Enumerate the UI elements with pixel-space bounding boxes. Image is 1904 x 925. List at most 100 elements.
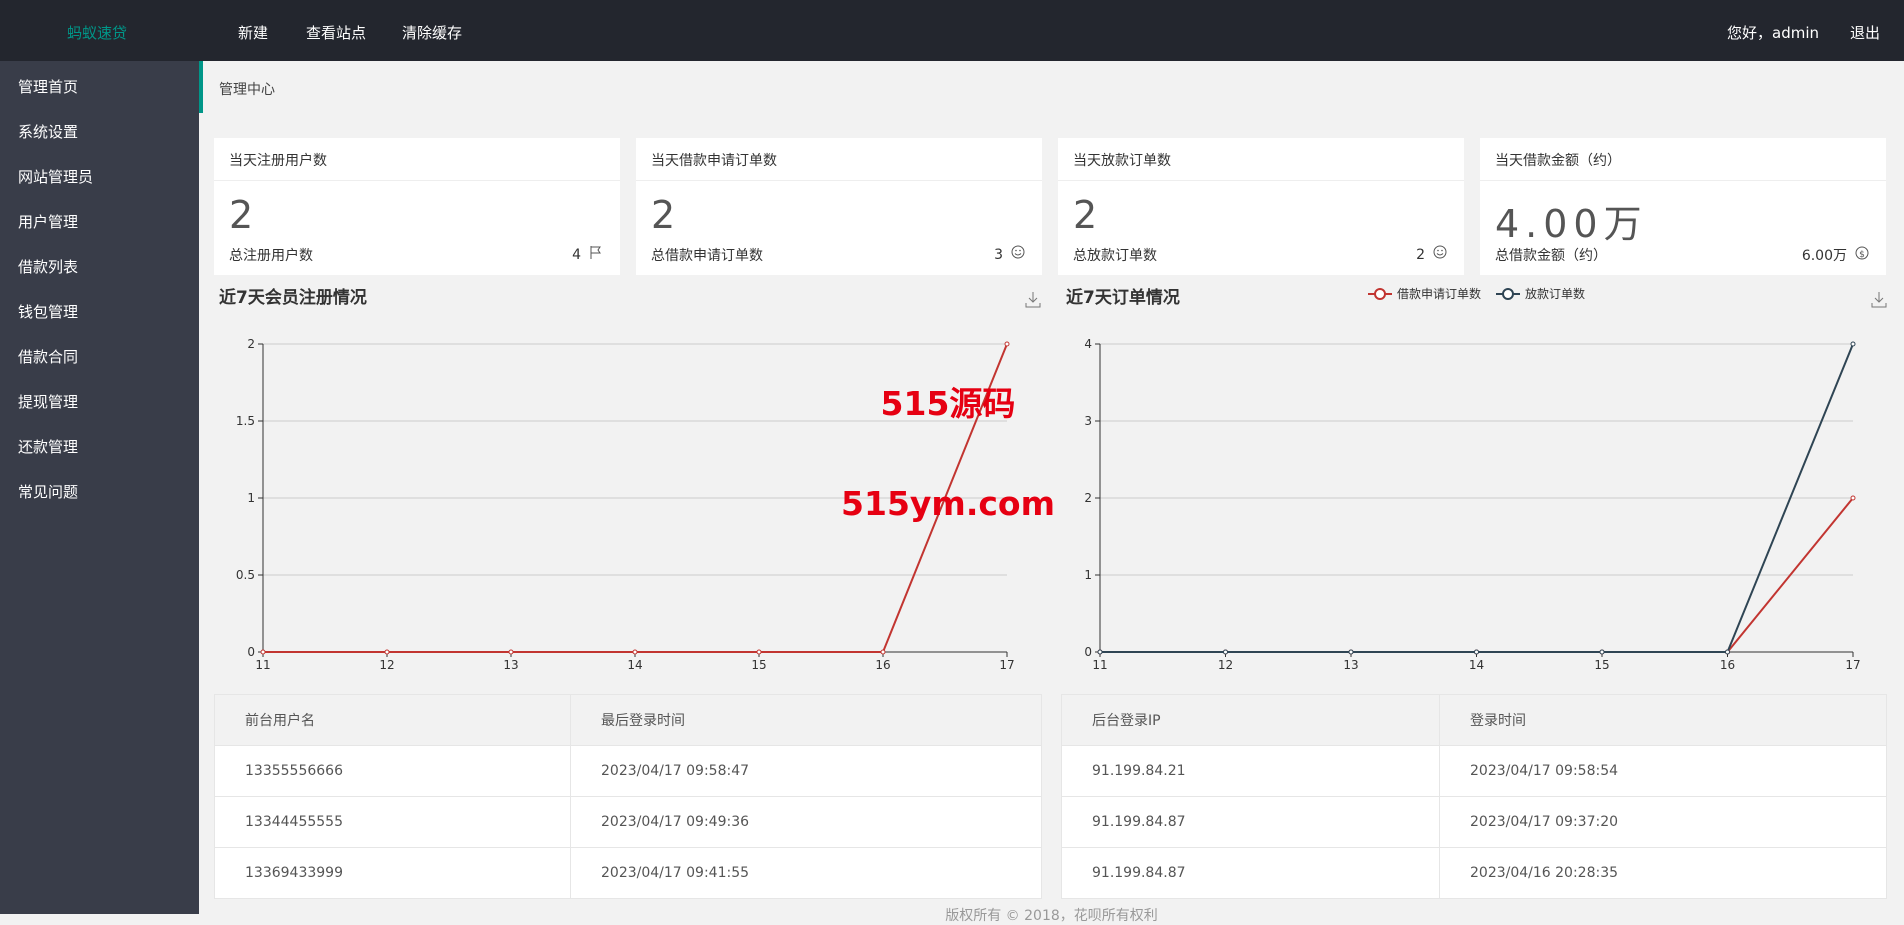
point (1097, 649, 1103, 655)
card-total-value: 3 (994, 246, 1003, 263)
y-tick-label: 2 (1084, 491, 1092, 505)
x-tick-label: 13 (503, 658, 518, 672)
stat-card: 当天借款申请订单数 2 总借款申请订单数 3 (636, 138, 1042, 275)
legend-label: 放款订单数 (1525, 286, 1585, 301)
menu-item[interactable]: 借款列表 (18, 258, 79, 276)
x-tick-label: 14 (1469, 658, 1484, 672)
card-label: 总放款订单数 (1073, 248, 1157, 264)
card-title: 当天注册用户数 (214, 138, 620, 181)
menu-item[interactable]: 管理首页 (18, 78, 79, 96)
user-menu[interactable]: 您好，admin (1727, 24, 1819, 42)
table-row: 13369433999 2023/04/17 09:41:55 (214, 847, 1042, 899)
cell: 2023/04/17 09:49:36 (570, 796, 1042, 848)
cell: 13344455555 (214, 796, 571, 848)
menu-item[interactable]: 提现管理 (18, 393, 79, 411)
point (756, 649, 762, 655)
point (384, 649, 390, 655)
y-tick-label: 1.5 (236, 414, 255, 428)
card-total-value: 4 (572, 246, 581, 263)
icon (589, 245, 604, 264)
x-tick-label: 12 (379, 658, 394, 672)
menu-item[interactable]: 钱包管理 (18, 303, 79, 321)
y-tick-label: 0 (1084, 645, 1092, 659)
x-tick-label: 16 (1720, 658, 1735, 672)
header-cell: 前台用户名 (214, 694, 571, 746)
cell: 2023/04/17 09:58:54 (1439, 745, 1887, 797)
stat-card: 当天放款订单数 2 总放款订单数 2 (1058, 138, 1464, 275)
nav-item[interactable]: 清除缓存 (402, 24, 463, 42)
point (260, 649, 266, 655)
menu-item[interactable]: 借款合同 (18, 348, 79, 366)
point (1850, 341, 1856, 347)
chart-title: 近7天订单情况 (1066, 287, 1180, 308)
card-total: 2 (1416, 245, 1448, 264)
x-tick-label: 17 (999, 658, 1014, 672)
x-tick-label: 16 (875, 658, 890, 672)
point (1223, 649, 1228, 655)
menu-item[interactable]: 网站管理员 (18, 168, 94, 186)
menu-item[interactable]: 常见问题 (18, 483, 79, 501)
card-title: 当天放款订单数 (1058, 138, 1464, 181)
card-title: 当天借款申请订单数 (636, 138, 1042, 181)
legend-marker (1502, 288, 1514, 300)
x-tick-label: 15 (1594, 658, 1609, 672)
watermark: 515ym.com (841, 484, 1055, 523)
breadcrumb: 管理中心 (199, 61, 1904, 113)
y-tick-label: 0.5 (236, 568, 255, 582)
cell: 91.199.84.21 (1061, 745, 1440, 797)
card-title: 当天借款金额（约） (1480, 138, 1886, 181)
sidebar: 管理首页系统设置网站管理员用户管理借款列表钱包管理借款合同提现管理还款管理常见问… (0, 61, 199, 914)
y-tick-label: 3 (1084, 414, 1092, 428)
point (1850, 495, 1856, 501)
header: 蚂蚁速贷 新建 查看站点 清除缓存 您好，admin 退出 (0, 0, 1904, 61)
svg-text:$: $ (1859, 250, 1865, 260)
table-header: 后台登录IP 登录时间 (1061, 694, 1887, 746)
card-label: 总注册用户数 (229, 248, 313, 264)
x-tick-label: 11 (1092, 658, 1107, 672)
card-total: 4 (572, 245, 604, 264)
nav-item[interactable]: 查看站点 (306, 24, 367, 42)
cell: 2023/04/17 09:37:20 (1439, 796, 1887, 848)
table: 后台登录IP 登录时间 91.199.84.21 2023/04/17 09:58:5… (1061, 694, 1887, 899)
menu-item[interactable]: 还款管理 (18, 438, 79, 456)
point (1348, 649, 1354, 655)
cell: 13355556666 (214, 745, 571, 797)
header-cell: 登录时间 (1439, 694, 1887, 746)
chart-title: 近7天会员注册情况 (219, 287, 367, 308)
y-tick-label: 4 (1084, 337, 1092, 351)
legend-marker (1374, 288, 1386, 300)
cell: 2023/04/17 09:41:55 (570, 847, 1042, 899)
brand[interactable]: 蚂蚁速贷 (67, 24, 128, 42)
point (508, 649, 514, 655)
x-tick-label: 14 (627, 658, 642, 672)
table-header: 前台用户名 最后登录时间 (214, 694, 1042, 746)
x-tick-label: 15 (751, 658, 766, 672)
logout[interactable]: 退出 (1850, 24, 1881, 42)
point (880, 649, 886, 655)
point (1725, 649, 1730, 655)
card-value: 4.00万 (1495, 202, 1648, 246)
y-tick-label: 2 (247, 337, 255, 351)
table-row: 13355556666 2023/04/17 09:58:47 (214, 745, 1042, 797)
card-value: 2 (1073, 193, 1098, 237)
point (632, 649, 638, 655)
point (1599, 649, 1605, 655)
menu-item[interactable]: 用户管理 (18, 213, 79, 231)
table: 前台用户名 最后登录时间 13355556666 2023/04/17 09:58:4… (214, 694, 1042, 899)
x-tick-label: 17 (1845, 658, 1860, 672)
nav-item[interactable]: 新建 (238, 24, 269, 42)
table-row: 91.199.84.87 2023/04/17 09:37:20 (1061, 796, 1887, 848)
download-icon (1025, 292, 1041, 308)
cell: 2023/04/16 20:28:35 (1439, 847, 1887, 899)
x-tick-label: 12 (1218, 658, 1233, 672)
table-row: 91.199.84.21 2023/04/17 09:58:54 (1061, 745, 1887, 797)
cell: 13369433999 (214, 847, 571, 899)
header-cell: 后台登录IP (1061, 694, 1440, 746)
menu-item[interactable]: 系统设置 (18, 123, 79, 141)
legend-label: 借款申请订单数 (1397, 286, 1481, 301)
card-total-value: 2 (1416, 246, 1425, 263)
y-tick-label: 0 (247, 645, 255, 659)
point (1004, 341, 1010, 347)
